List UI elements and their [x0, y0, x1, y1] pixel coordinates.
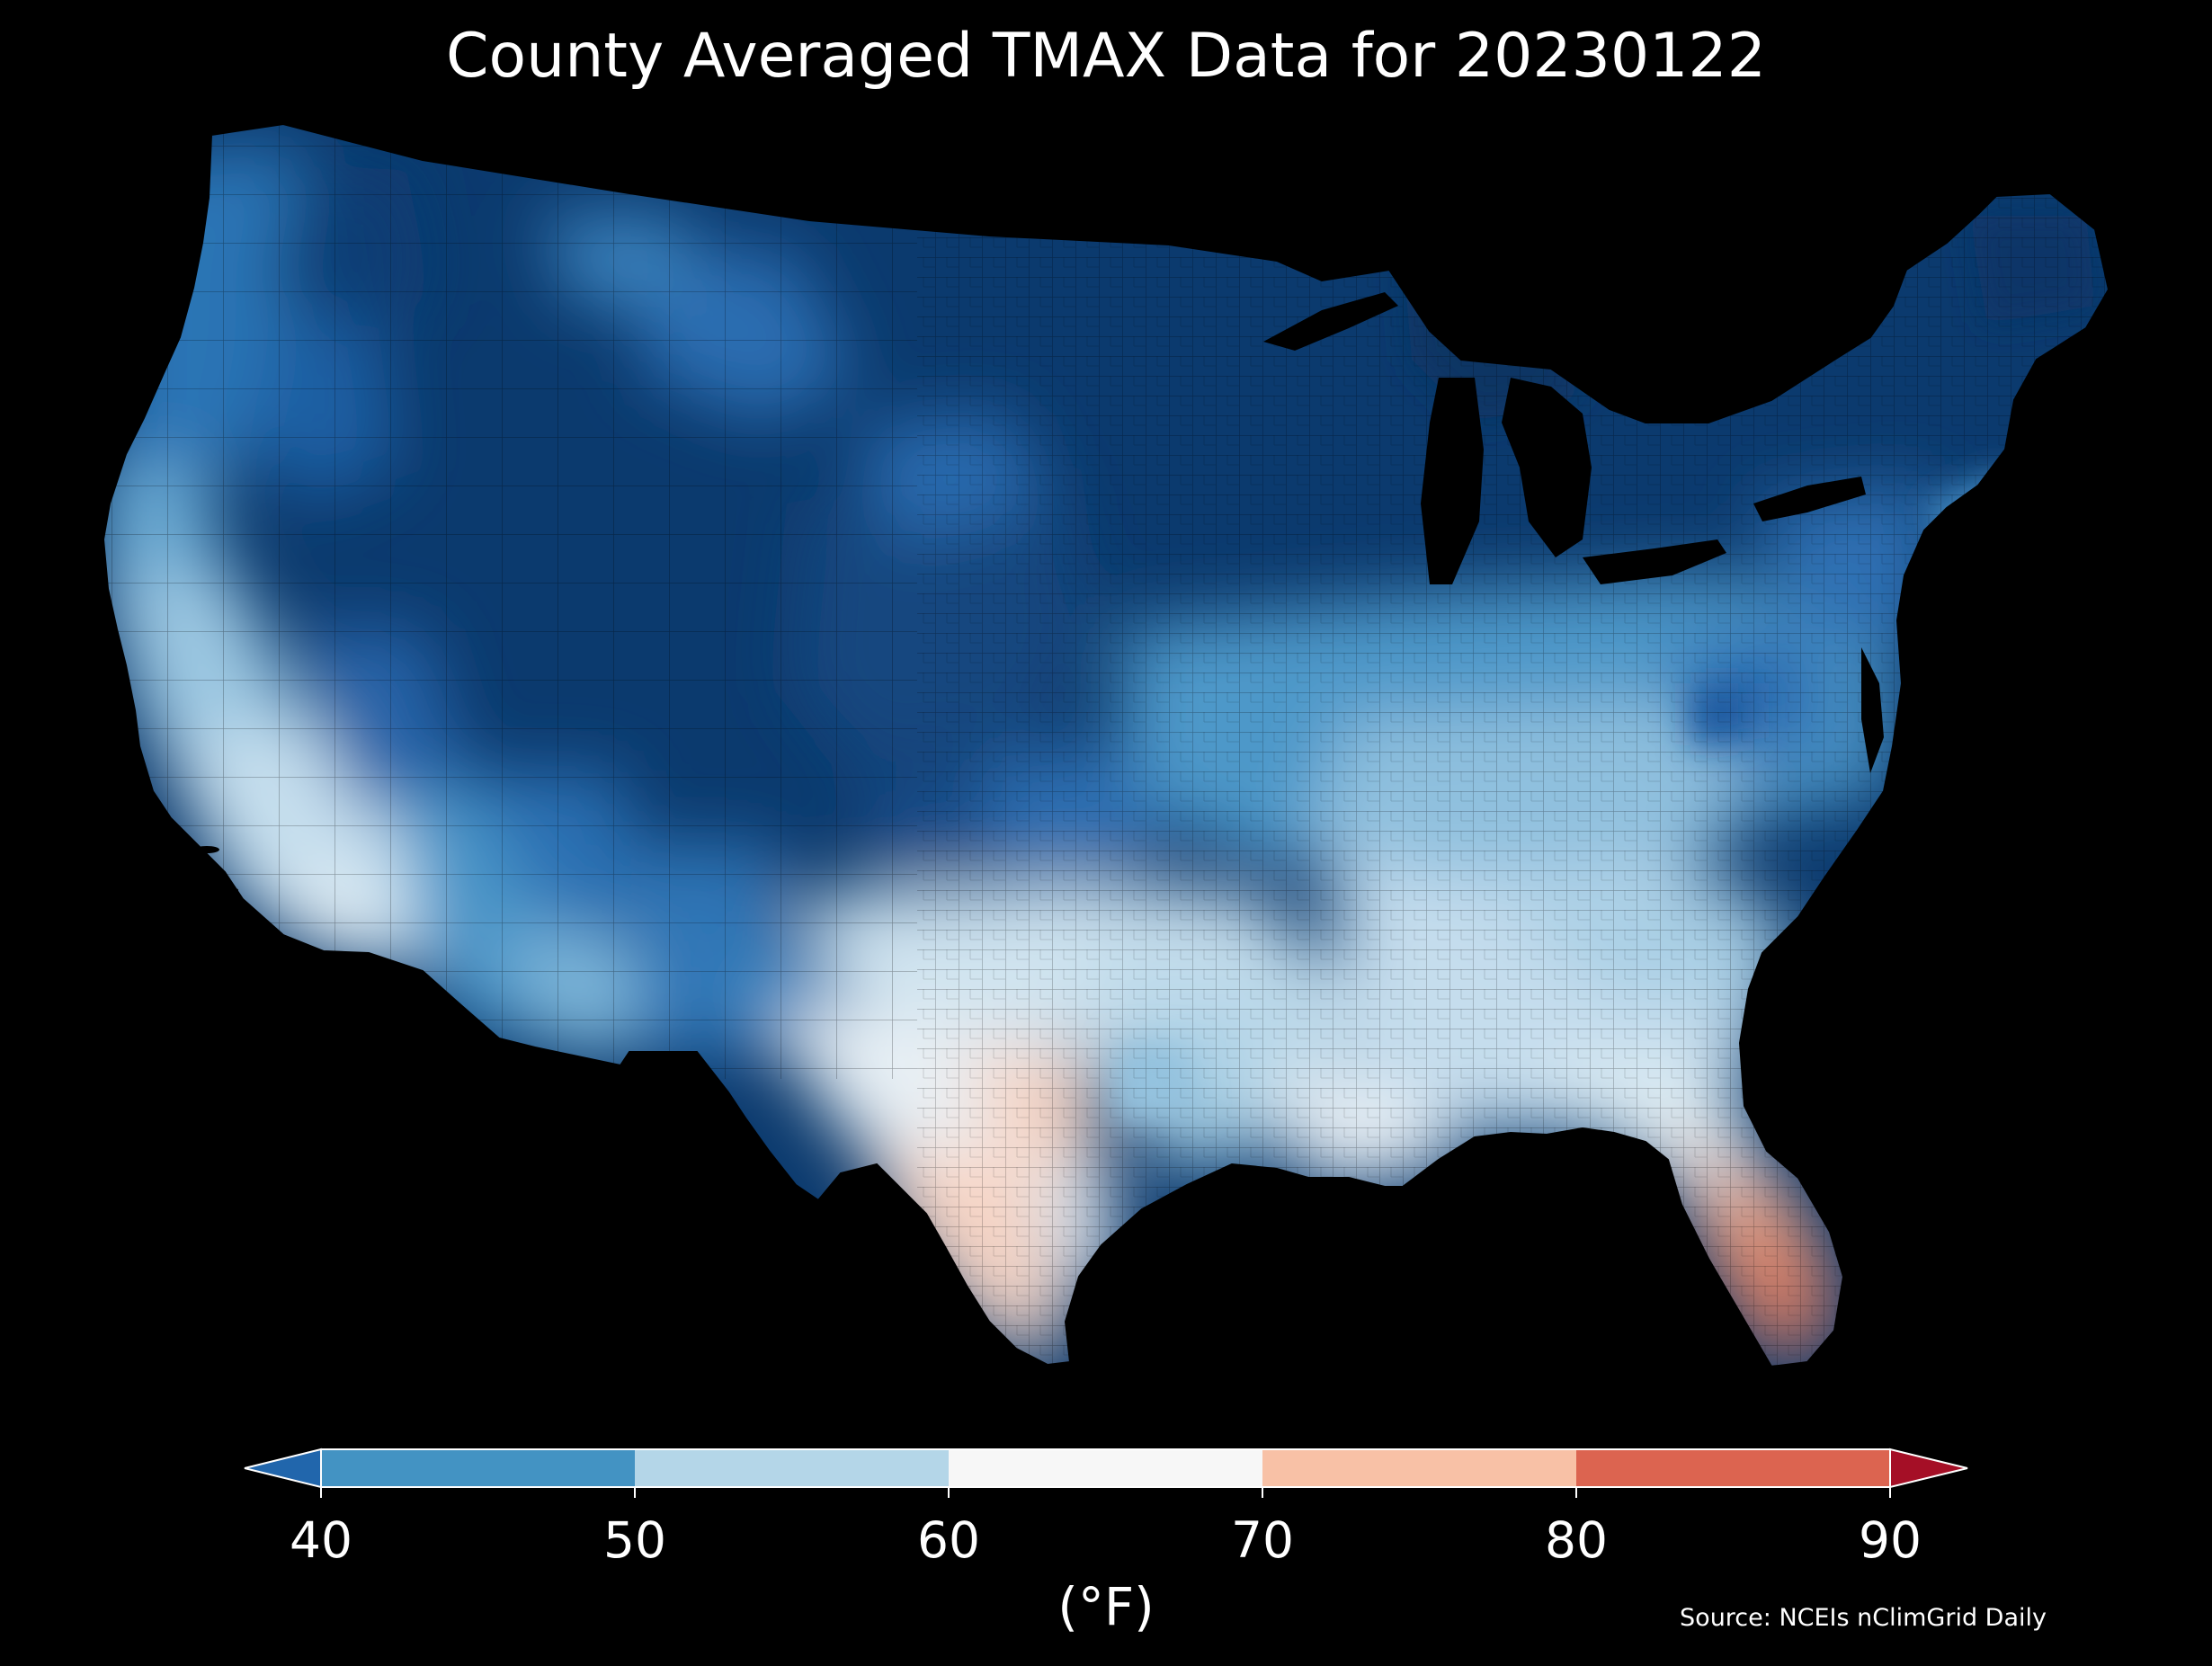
colorbar-frame	[320, 1448, 1891, 1488]
colorbar-tick-label: 80	[1545, 1511, 1608, 1569]
colorbar-tick-label: 50	[603, 1511, 666, 1569]
colorbar-bin-70-80	[1262, 1449, 1576, 1487]
colorbar-underflow-triangle	[244, 1448, 322, 1489]
colorbar-bin-80-90	[1576, 1449, 1890, 1487]
colorbar-tick-label: 60	[917, 1511, 980, 1569]
colorbar-tick-label: 70	[1231, 1511, 1294, 1569]
colorbar-tick-label: 90	[1859, 1511, 1922, 1569]
colorbar-overflow-triangle	[1889, 1448, 1968, 1489]
colorbar-bin-50-60	[635, 1449, 949, 1487]
colorbar-bin-40-50	[321, 1449, 635, 1487]
colorbar-unit-label: (°F)	[1057, 1576, 1155, 1637]
source-note: Source: NCEIs nClimGrid Daily	[1680, 1604, 2047, 1632]
colorbar-tick-label: 40	[290, 1511, 352, 1569]
page-title: County Averaged TMAX Data for 20230122	[446, 21, 1766, 92]
colorbar-bin-60-70	[949, 1449, 1262, 1487]
